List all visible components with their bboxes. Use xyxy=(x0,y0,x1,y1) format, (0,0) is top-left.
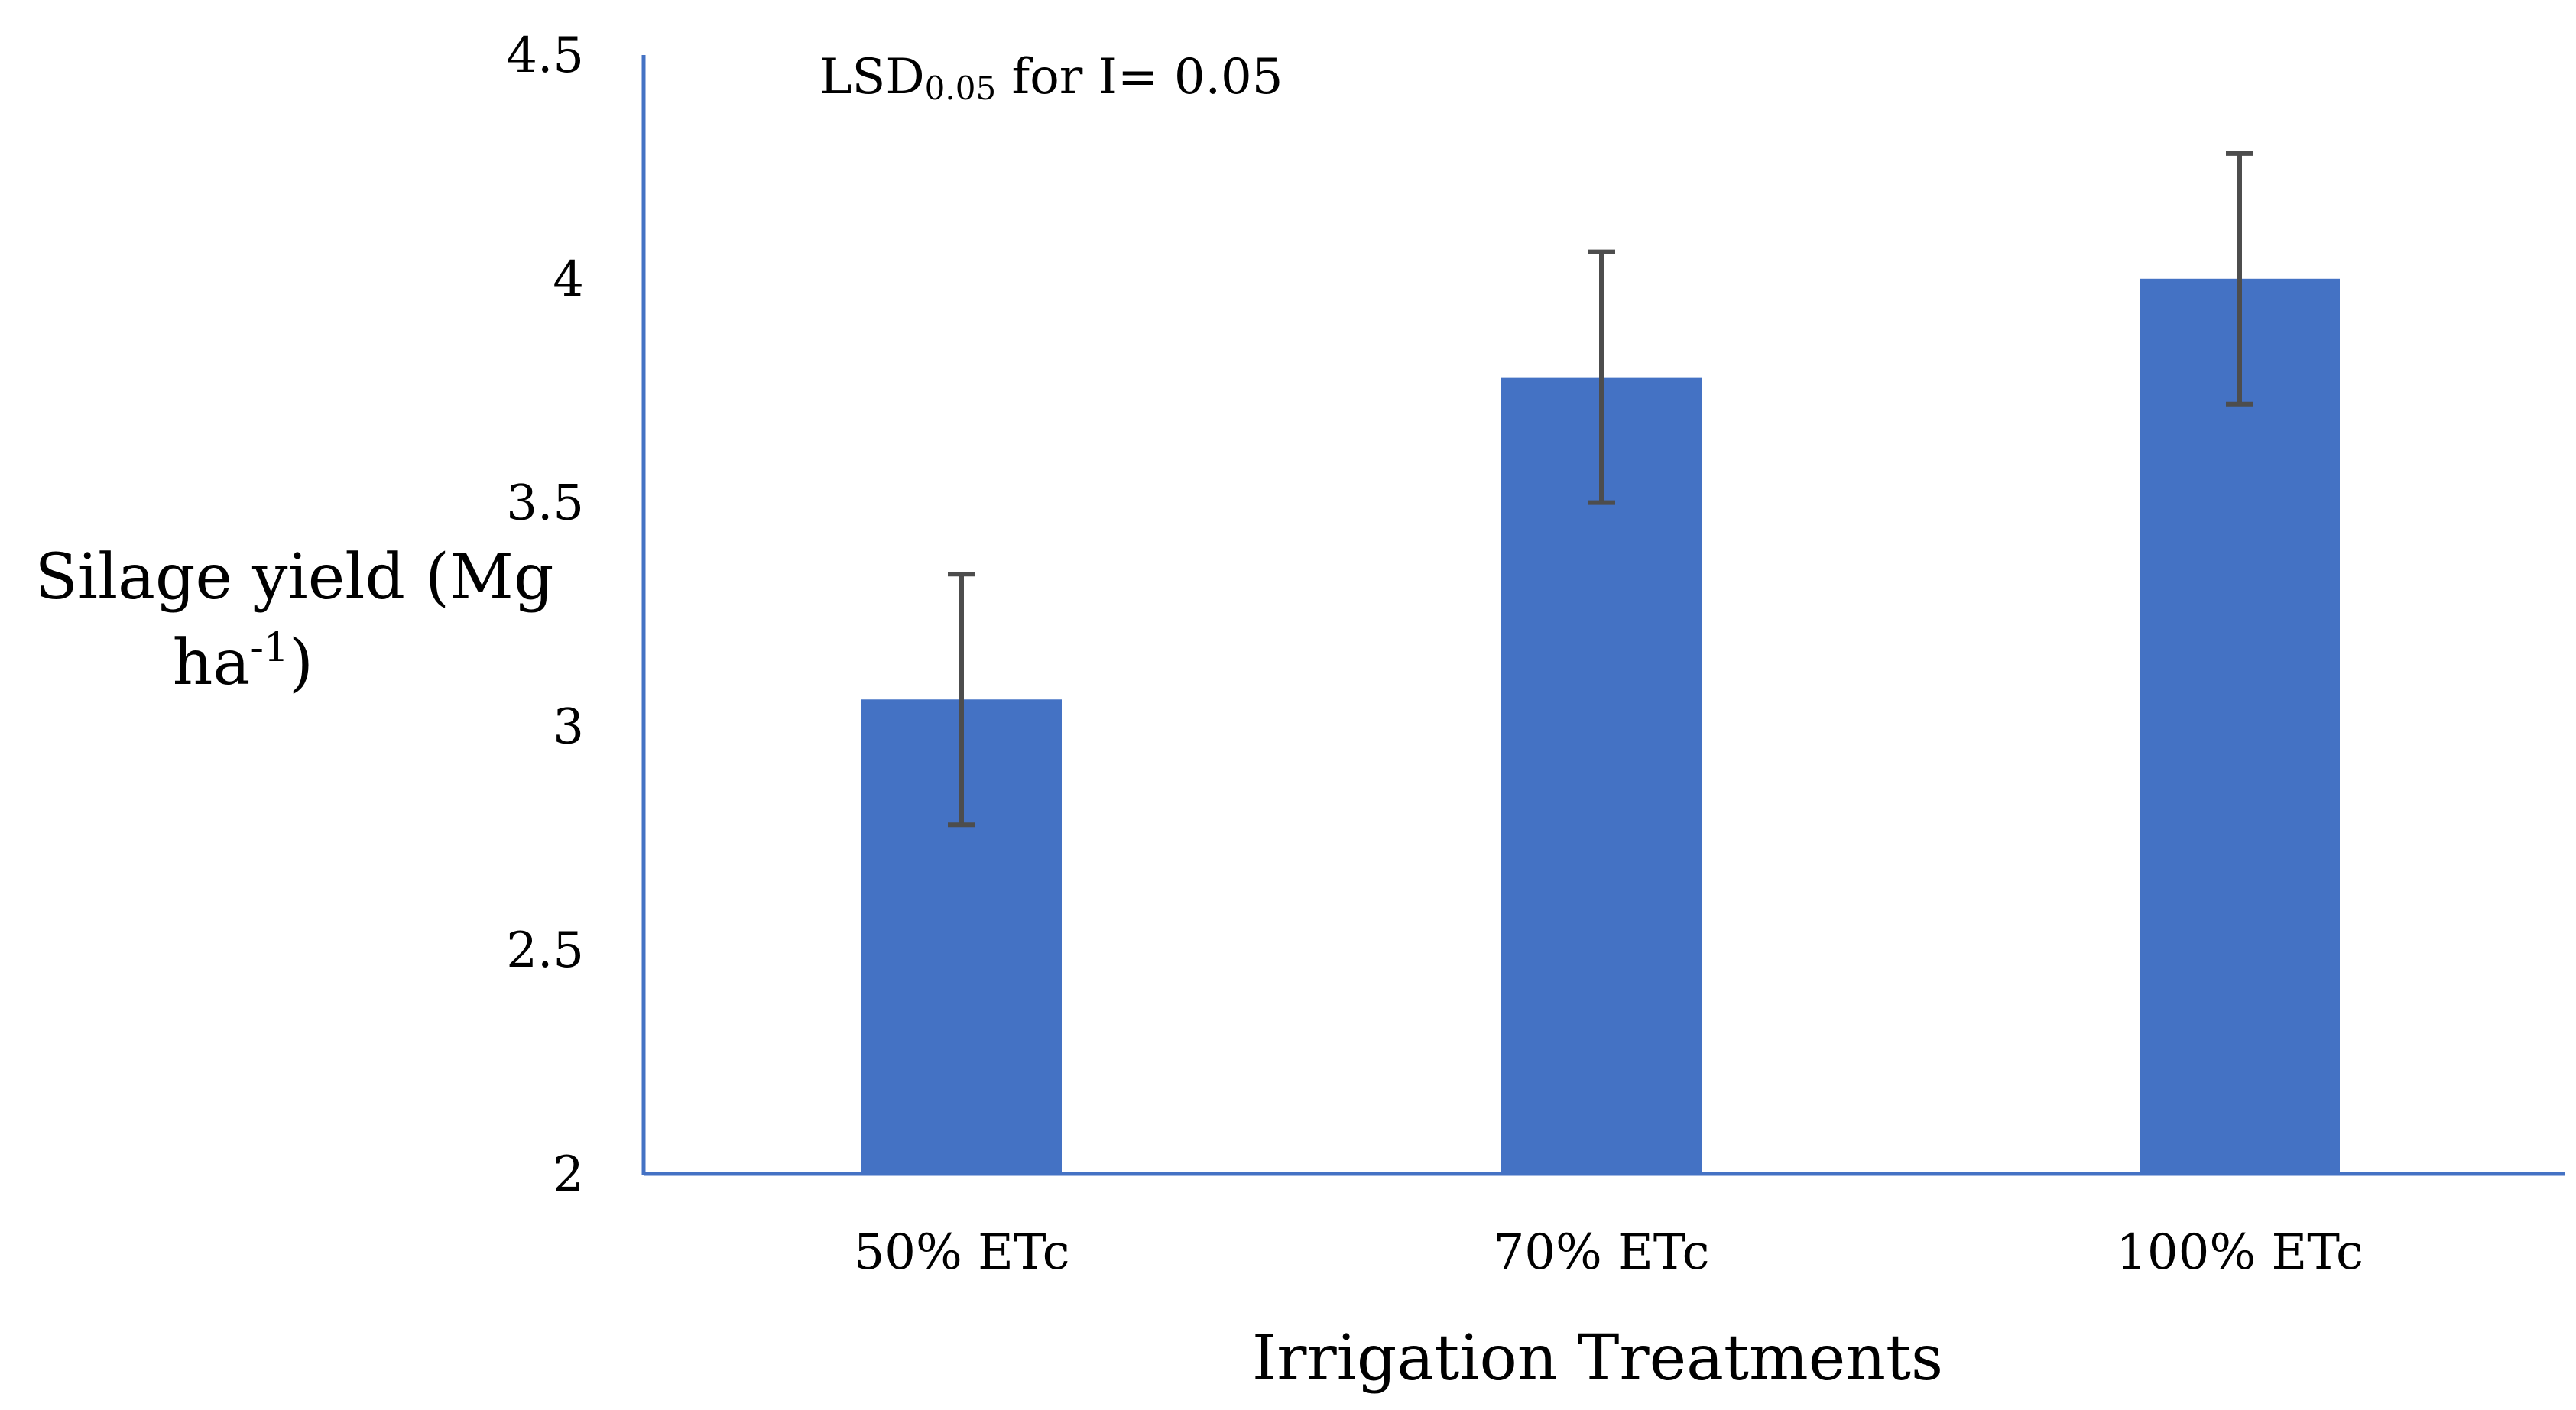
y-tick-label: 4.5 xyxy=(506,28,584,84)
y-axis-title-line2: ha-1) xyxy=(173,625,313,699)
error-bars xyxy=(948,151,2253,828)
y-tick-label: 2.5 xyxy=(506,922,584,979)
bar xyxy=(1501,377,1702,1175)
x-tick-label: 50% ETc xyxy=(854,1224,1070,1281)
y-axis-title-line1: Silage yield (Mg xyxy=(35,541,554,614)
lsd-annotation: LSD0.05 for I= 0.05 xyxy=(819,49,1283,107)
y-tick-label: 3 xyxy=(553,699,584,755)
bar xyxy=(2140,278,2340,1174)
y-ticks: 2 2.5 3 3.5 4 4.5 xyxy=(506,28,584,1203)
axes xyxy=(641,55,2565,1176)
x-tick-label: 100% ETc xyxy=(2116,1224,2363,1281)
y-tick-label: 2 xyxy=(553,1146,584,1203)
y-tick-label: 3.5 xyxy=(506,475,584,532)
x-tick-label: 70% ETc xyxy=(1494,1224,1710,1281)
x-tick-labels: 50% ETc 70% ETc 100% ETc xyxy=(854,1224,2363,1281)
y-axis-title: Silage yield (Mg xyxy=(35,541,554,614)
x-axis-title: Irrigation Treatments xyxy=(1252,1322,1943,1395)
bars xyxy=(861,278,2340,1175)
y-tick-label: 4 xyxy=(553,251,584,308)
